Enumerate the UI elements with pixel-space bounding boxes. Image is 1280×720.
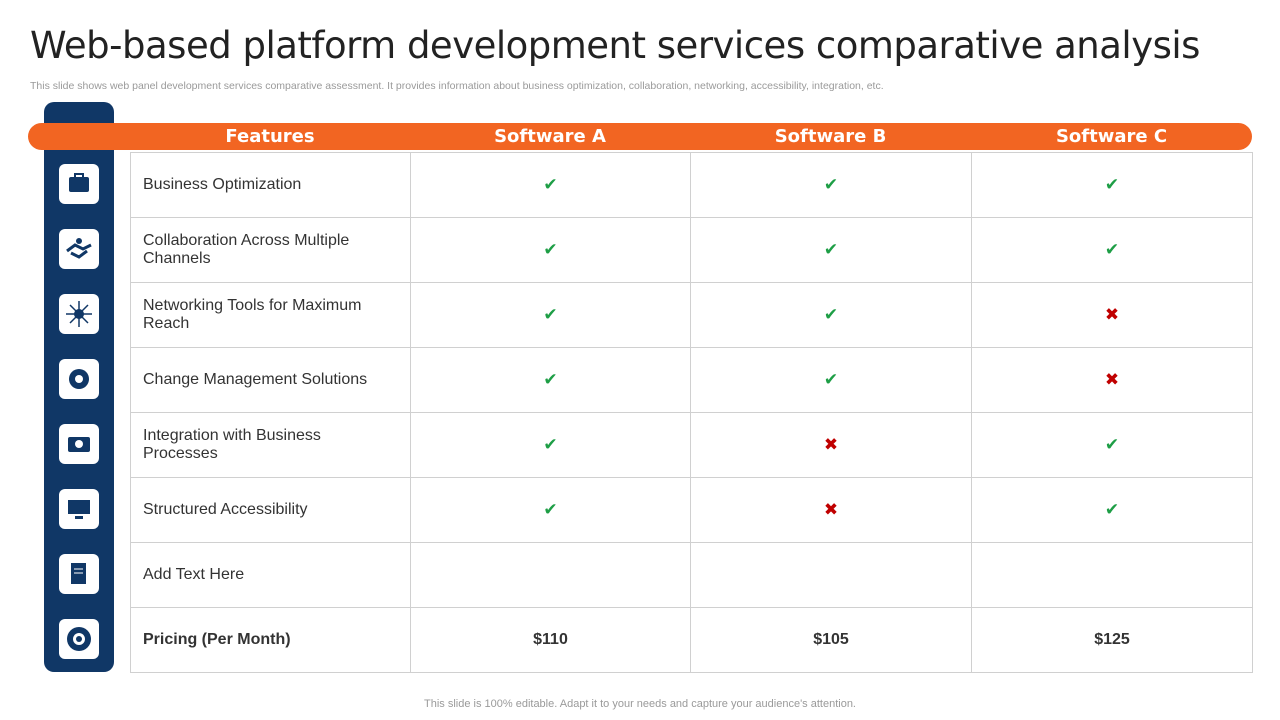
- feature-cell: Add Text Here: [130, 542, 411, 608]
- icon-graphic: [66, 238, 92, 259]
- value-cell: ✔: [971, 477, 1253, 543]
- value-cell: ✖: [690, 412, 972, 478]
- icon-graphic: [68, 437, 90, 452]
- row-icon: [59, 164, 99, 204]
- value-cell: ✔: [410, 282, 691, 348]
- value-cell: [690, 542, 972, 608]
- value-cell: ✔: [410, 477, 691, 543]
- value-cell: ✔: [410, 412, 691, 478]
- feature-cell: Structured Accessibility: [130, 477, 411, 543]
- row-icon: [59, 424, 99, 464]
- title: Web-based platform development services …: [30, 24, 1200, 67]
- feature-cell: Pricing (Per Month): [130, 607, 411, 673]
- value-cell: ✔: [690, 282, 972, 348]
- value-cell: ✔: [690, 152, 972, 218]
- value-cell: ✔: [690, 347, 972, 413]
- icon-graphic: [68, 500, 90, 519]
- row-icon: [59, 359, 99, 399]
- value-cell: ✔: [971, 152, 1253, 218]
- icon-graphic: [69, 369, 89, 389]
- value-cell: ✔: [410, 347, 691, 413]
- value-cell: ✔: [971, 217, 1253, 283]
- header-bar: [28, 123, 1252, 150]
- feature-cell: Business Optimization: [130, 152, 411, 218]
- footer: This slide is 100% editable. Adapt it to…: [424, 698, 856, 710]
- column-header: Software A: [494, 126, 606, 147]
- value-cell: $110: [410, 607, 691, 673]
- row-icon: [59, 229, 99, 269]
- subtitle: This slide shows web panel development s…: [30, 80, 884, 92]
- icon-graphic: [66, 301, 92, 327]
- value-cell: ✔: [971, 412, 1253, 478]
- value-cell: ✖: [971, 282, 1253, 348]
- value-cell: ✔: [410, 217, 691, 283]
- value-cell: ✔: [690, 217, 972, 283]
- feature-cell: Collaboration Across Multiple Channels: [130, 217, 411, 283]
- feature-cell: Integration with Business Processes: [130, 412, 411, 478]
- value-cell: $125: [971, 607, 1253, 673]
- feature-cell: Change Management Solutions: [130, 347, 411, 413]
- column-header: Software B: [774, 126, 887, 147]
- value-cell: $105: [690, 607, 972, 673]
- column-header: Features: [225, 126, 315, 147]
- value-cell: [971, 542, 1253, 608]
- value-cell: ✖: [971, 347, 1253, 413]
- feature-cell: Networking Tools for Maximum Reach: [130, 282, 411, 348]
- row-icon: [59, 619, 99, 659]
- column-header: Software C: [1055, 126, 1168, 147]
- value-cell: ✖: [690, 477, 972, 543]
- value-cell: ✔: [410, 152, 691, 218]
- icon-graphic: [67, 627, 91, 651]
- row-icon: [59, 554, 99, 594]
- row-icon: [59, 294, 99, 334]
- icon-graphic: [69, 173, 89, 192]
- row-icon: [59, 489, 99, 529]
- value-cell: [410, 542, 691, 608]
- icon-graphic: [71, 563, 86, 584]
